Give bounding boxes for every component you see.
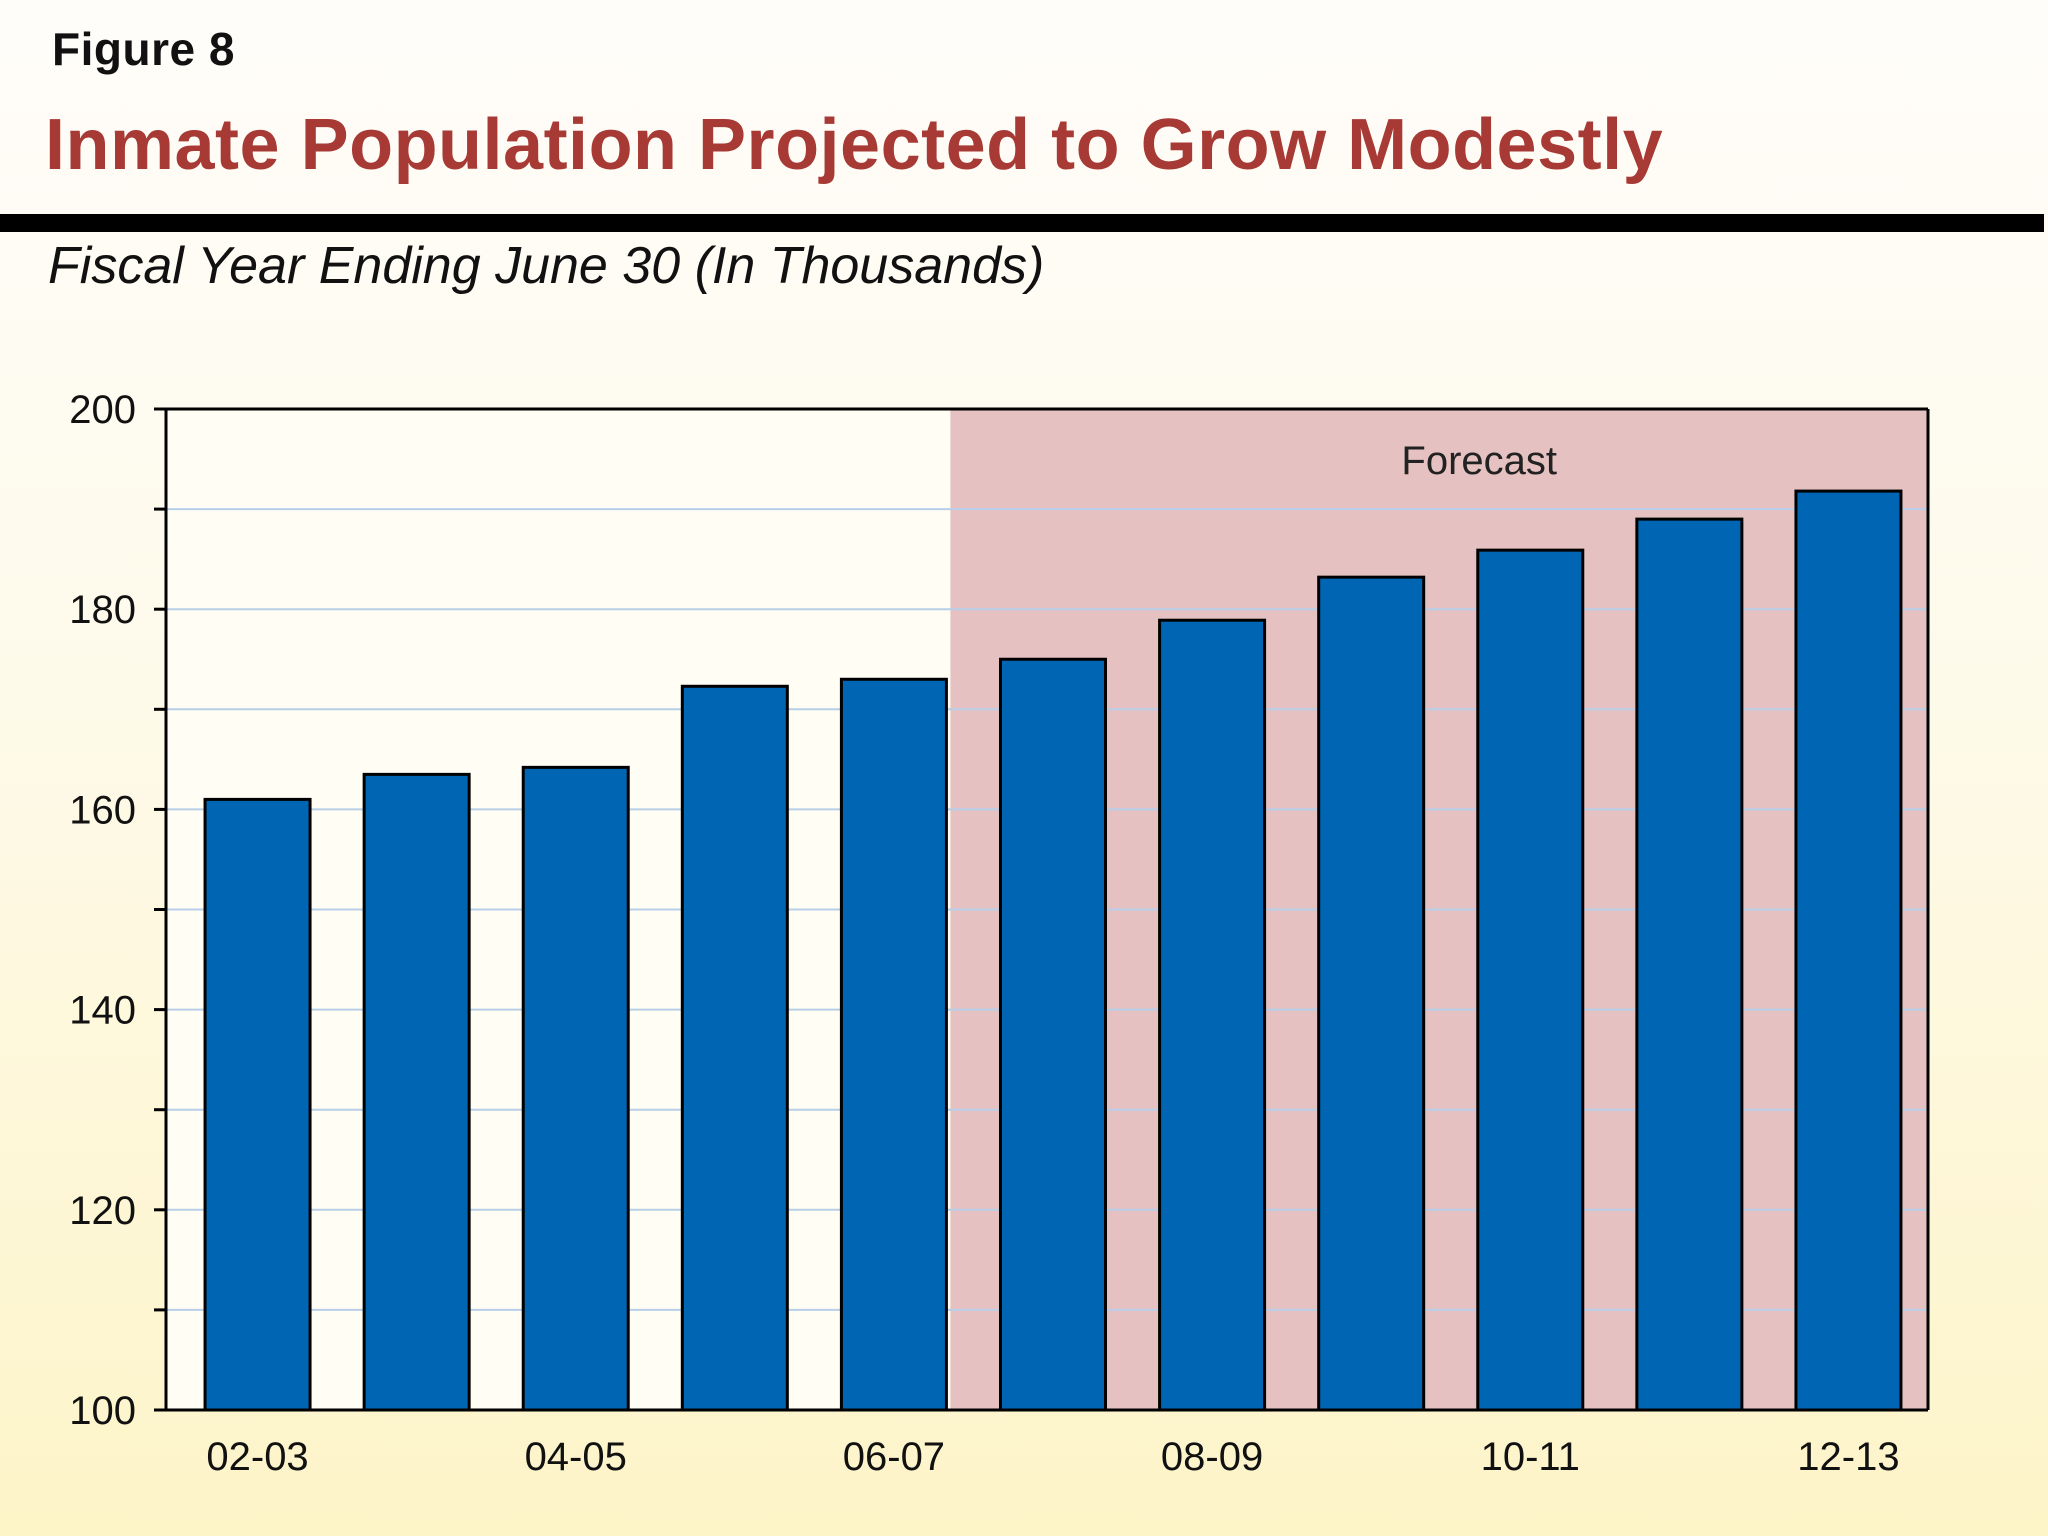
bar-04-05 [521, 765, 630, 1412]
y-tick-label: 160 [69, 788, 136, 832]
bar-07-08 [999, 657, 1107, 1412]
axis-labels: 100 120 140 160 180 200 02-03 04-05 06-07 08-09 10… [69, 388, 1899, 1479]
x-tick-label: 10-11 [1481, 1435, 1580, 1479]
x-tick-label: 06-07 [843, 1435, 945, 1479]
x-tick-label: 12-13 [1797, 1435, 1899, 1479]
x-tick-label: 08-09 [1161, 1435, 1263, 1479]
y-tick-label: 180 [69, 588, 136, 632]
y-tick-label: 120 [69, 1189, 136, 1233]
figure-label: Figure 8 [52, 23, 235, 75]
y-tick-label: 100 [69, 1389, 136, 1433]
bar-05-06 [680, 684, 789, 1412]
bar-08-09 [1158, 618, 1267, 1412]
axes [154, 407, 1930, 1412]
chart-subtitle: Fiscal Year Ending June 30 (In Thousands… [48, 237, 1045, 295]
x-tick-label: 04-05 [525, 1435, 627, 1479]
bar-02-03 [203, 797, 312, 1412]
title-divider [0, 214, 2044, 232]
bar-12-13 [1794, 489, 1903, 1412]
bar-11-12 [1635, 517, 1744, 1412]
chart-title: Inmate Population Projected to Grow Mode… [45, 105, 1664, 185]
bar-10-11 [1476, 548, 1585, 1412]
x-tick-label: 02-03 [206, 1435, 308, 1479]
y-tick-label: 140 [69, 989, 136, 1033]
y-tick-label: 200 [69, 388, 136, 432]
forecast-label: Forecast [1401, 439, 1557, 483]
bar-09-10 [1317, 575, 1426, 1412]
bar-03-04 [362, 772, 471, 1412]
bar-06-07 [839, 677, 948, 1412]
bars [203, 489, 1903, 1412]
